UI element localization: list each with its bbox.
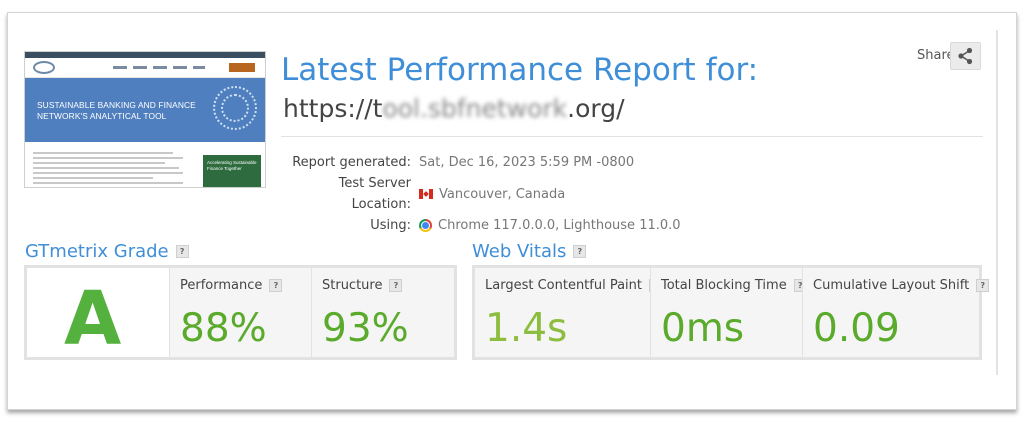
structure-label: Structure bbox=[322, 278, 383, 293]
thumb-green-card: Accelerating Sustainable Finance Togethe… bbox=[203, 155, 261, 187]
thumb-card-text: Accelerating Sustainable Finance Togethe… bbox=[207, 160, 257, 171]
report-url[interactable]: https://tool.sbfnetwork.org/ bbox=[283, 94, 625, 123]
thumb-nav-links bbox=[113, 66, 205, 69]
share-button[interactable] bbox=[950, 42, 981, 70]
meta-row-generated: Report generated: Sat, Dec 16, 2023 5:59… bbox=[281, 152, 681, 173]
scroll-divider bbox=[996, 30, 998, 375]
lcp-cell: Largest Contentful Paint ? 1.4s bbox=[475, 268, 663, 357]
thumb-nav bbox=[25, 58, 265, 78]
structure-label-wrap: Structure ? bbox=[322, 278, 403, 293]
lcp-label-wrap: Largest Contentful Paint ? bbox=[485, 278, 663, 293]
tbt-label: Total Blocking Time bbox=[661, 278, 787, 293]
lcp-value: 1.4s bbox=[485, 306, 568, 351]
thumb-logo-icon bbox=[33, 61, 55, 74]
grade-help-icon[interactable]: ? bbox=[175, 245, 189, 258]
thumb-hero-line2: NETWORK'S ANALYTICAL TOOL bbox=[37, 111, 167, 121]
site-screenshot-thumbnail[interactable]: SUSTAINABLE BANKING AND FINANCE NETWORK'… bbox=[24, 51, 266, 188]
meta-row-using: Using: Chrome 117.0.0.0, Lighthouse 11.0… bbox=[281, 215, 681, 236]
location-label: Test Server Location: bbox=[338, 176, 411, 212]
structure-value: 93% bbox=[322, 306, 409, 351]
using-label: Using: bbox=[370, 218, 411, 233]
thumb-topbar bbox=[25, 52, 265, 58]
web-vitals-title-text: Web Vitals bbox=[472, 241, 567, 262]
thumb-card-line1: Accelerating Sustainable bbox=[207, 160, 257, 165]
thumb-hero-text: SUSTAINABLE BANKING AND FINANCE NETWORK'… bbox=[37, 100, 196, 122]
header-divider bbox=[281, 136, 983, 137]
thumb-body-text bbox=[33, 152, 183, 187]
url-suffix: .org/ bbox=[567, 94, 625, 123]
cls-cell: Cumulative Layout Shift ? 0.09 bbox=[802, 268, 990, 357]
using-value: Chrome 117.0.0.0, Lighthouse 11.0.0 bbox=[438, 218, 681, 233]
gtmetrix-grade-title: GTmetrix Grade ? bbox=[25, 241, 189, 262]
location-value: Vancouver, Canada bbox=[439, 186, 566, 202]
gtmetrix-grade-title-text: GTmetrix Grade bbox=[25, 241, 169, 262]
canada-flag-icon bbox=[419, 189, 433, 199]
gtmetrix-grade-panel: A Performance ? 88% Structure ? 93% bbox=[24, 265, 457, 362]
structure-help-icon[interactable]: ? bbox=[389, 279, 403, 292]
report-generated-value: Sat, Dec 16, 2023 5:59 PM -0800 bbox=[419, 155, 635, 170]
page-title: Latest Performance Report for: bbox=[281, 52, 759, 88]
url-prefix: https://t bbox=[283, 94, 383, 123]
thumb-hero: SUSTAINABLE BANKING AND FINANCE NETWORK'… bbox=[25, 78, 265, 142]
report-meta: Report generated: Sat, Dec 16, 2023 5:59… bbox=[281, 152, 681, 236]
performance-help-icon[interactable]: ? bbox=[269, 279, 283, 292]
cls-help-icon[interactable]: ? bbox=[976, 279, 990, 292]
web-vitals-panel: Largest Contentful Paint ? 1.4s Total Bl… bbox=[472, 265, 990, 360]
location-value-wrap: Vancouver, Canada bbox=[419, 173, 565, 215]
tbt-value: 0ms bbox=[661, 306, 745, 351]
structure-cell: Structure ? 93% bbox=[311, 268, 454, 357]
report-generated-label: Report generated: bbox=[292, 155, 411, 170]
grade-letter: A bbox=[64, 276, 122, 362]
using-value-wrap: Chrome 117.0.0.0, Lighthouse 11.0.0 bbox=[419, 215, 681, 236]
share-label[interactable]: Share bbox=[917, 48, 955, 63]
cls-value: 0.09 bbox=[813, 306, 900, 351]
thumb-card-line2: Finance Together bbox=[207, 165, 242, 171]
performance-value: 88% bbox=[180, 306, 267, 351]
url-obscured: ool.sbfnetwork bbox=[382, 94, 568, 123]
thumb-ring-icon bbox=[213, 86, 257, 130]
tbt-cell: Total Blocking Time ? 0ms bbox=[650, 268, 807, 357]
share-icon bbox=[958, 47, 973, 65]
performance-cell: Performance ? 88% bbox=[169, 268, 312, 357]
thumb-ring-inner-icon bbox=[221, 94, 249, 122]
grade-letter-box: A bbox=[27, 268, 169, 362]
thumb-hero-line1: SUSTAINABLE BANKING AND FINANCE bbox=[37, 100, 196, 110]
cls-label-wrap: Cumulative Layout Shift ? bbox=[813, 278, 990, 293]
web-vitals-title: Web Vitals ? bbox=[472, 241, 587, 262]
chrome-icon bbox=[419, 219, 432, 232]
performance-label: Performance bbox=[180, 278, 263, 293]
performance-label-wrap: Performance ? bbox=[180, 278, 283, 293]
meta-row-location: Test Server Location: Vancouver, Canada bbox=[281, 173, 681, 215]
cls-label: Cumulative Layout Shift bbox=[813, 278, 970, 293]
thumb-nav-button bbox=[229, 63, 255, 72]
vitals-help-icon[interactable]: ? bbox=[573, 245, 587, 258]
tbt-label-wrap: Total Blocking Time ? bbox=[661, 278, 807, 293]
lcp-label: Largest Contentful Paint bbox=[485, 278, 643, 293]
